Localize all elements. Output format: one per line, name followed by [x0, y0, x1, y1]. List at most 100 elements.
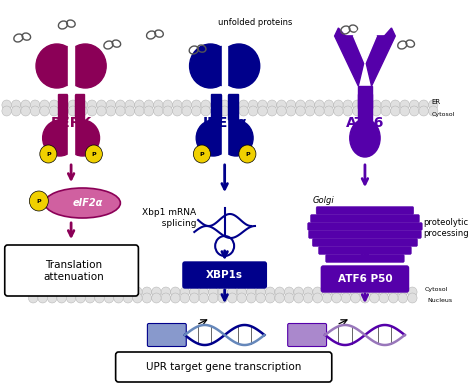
Circle shape [190, 44, 231, 88]
Circle shape [125, 100, 135, 110]
Circle shape [334, 100, 343, 110]
Circle shape [201, 100, 210, 110]
Circle shape [171, 287, 180, 297]
Circle shape [265, 287, 275, 297]
Circle shape [218, 293, 228, 303]
Circle shape [408, 293, 417, 303]
Circle shape [76, 293, 85, 303]
Ellipse shape [210, 46, 239, 86]
Circle shape [173, 100, 182, 110]
Text: ER: ER [431, 99, 440, 105]
Circle shape [11, 106, 21, 116]
Circle shape [391, 106, 400, 116]
Circle shape [123, 287, 133, 297]
Text: PERK: PERK [50, 116, 91, 130]
Circle shape [43, 120, 77, 156]
Circle shape [152, 293, 161, 303]
Circle shape [40, 100, 49, 110]
Circle shape [85, 293, 95, 303]
Circle shape [239, 106, 248, 116]
Circle shape [351, 293, 360, 303]
FancyBboxPatch shape [309, 231, 421, 238]
Circle shape [144, 100, 154, 110]
Circle shape [47, 287, 57, 297]
Circle shape [296, 106, 305, 116]
Circle shape [21, 106, 30, 116]
Circle shape [351, 287, 360, 297]
Circle shape [400, 100, 410, 110]
Text: ATF6 P50: ATF6 P50 [337, 274, 392, 284]
Circle shape [76, 287, 85, 297]
Circle shape [209, 293, 218, 303]
Circle shape [256, 293, 265, 303]
Circle shape [362, 106, 372, 116]
Circle shape [135, 106, 144, 116]
Circle shape [161, 287, 171, 297]
Circle shape [133, 293, 142, 303]
Circle shape [49, 100, 59, 110]
FancyBboxPatch shape [312, 238, 418, 246]
Circle shape [154, 100, 163, 110]
Text: Translation
attenuation: Translation attenuation [44, 260, 104, 282]
Circle shape [135, 100, 144, 110]
Circle shape [191, 106, 201, 116]
Circle shape [258, 106, 267, 116]
Circle shape [11, 100, 21, 110]
Circle shape [381, 100, 391, 110]
Ellipse shape [45, 188, 120, 218]
Circle shape [398, 293, 408, 303]
Circle shape [267, 100, 277, 110]
Circle shape [303, 287, 313, 297]
Circle shape [341, 287, 351, 297]
Circle shape [229, 100, 239, 110]
Circle shape [379, 287, 389, 297]
FancyBboxPatch shape [326, 254, 404, 263]
Circle shape [248, 100, 258, 110]
Text: Cytosol: Cytosol [425, 286, 448, 291]
Circle shape [163, 106, 173, 116]
Polygon shape [354, 23, 376, 63]
Text: P: P [91, 152, 96, 156]
Text: IRE1α: IRE1α [202, 116, 247, 130]
Text: proteolytic
processing: proteolytic processing [424, 218, 469, 238]
Circle shape [246, 293, 256, 303]
Circle shape [398, 287, 408, 297]
Circle shape [28, 293, 38, 303]
Circle shape [87, 100, 97, 110]
Circle shape [182, 106, 191, 116]
Circle shape [294, 287, 303, 297]
FancyBboxPatch shape [288, 323, 327, 346]
Circle shape [2, 106, 11, 116]
Circle shape [353, 100, 362, 110]
FancyBboxPatch shape [319, 246, 411, 254]
Circle shape [30, 100, 40, 110]
Circle shape [313, 287, 322, 297]
Circle shape [40, 145, 57, 163]
Circle shape [114, 293, 123, 303]
Circle shape [428, 100, 438, 110]
Circle shape [370, 287, 379, 297]
Bar [358, 86, 372, 108]
Circle shape [66, 287, 76, 297]
Circle shape [106, 100, 116, 110]
Circle shape [343, 100, 353, 110]
Circle shape [220, 100, 229, 110]
Circle shape [59, 106, 68, 116]
Text: P: P [200, 152, 204, 156]
Polygon shape [335, 28, 365, 86]
Circle shape [28, 287, 38, 297]
Circle shape [142, 287, 152, 297]
Circle shape [123, 293, 133, 303]
Polygon shape [341, 36, 389, 54]
Circle shape [239, 100, 248, 110]
Circle shape [343, 106, 353, 116]
Circle shape [47, 293, 57, 303]
FancyBboxPatch shape [310, 214, 419, 223]
Text: eIF2α: eIF2α [73, 198, 103, 208]
FancyBboxPatch shape [183, 262, 266, 288]
Circle shape [29, 191, 48, 211]
Circle shape [305, 106, 315, 116]
Circle shape [116, 100, 125, 110]
Circle shape [360, 293, 370, 303]
Circle shape [322, 293, 332, 303]
